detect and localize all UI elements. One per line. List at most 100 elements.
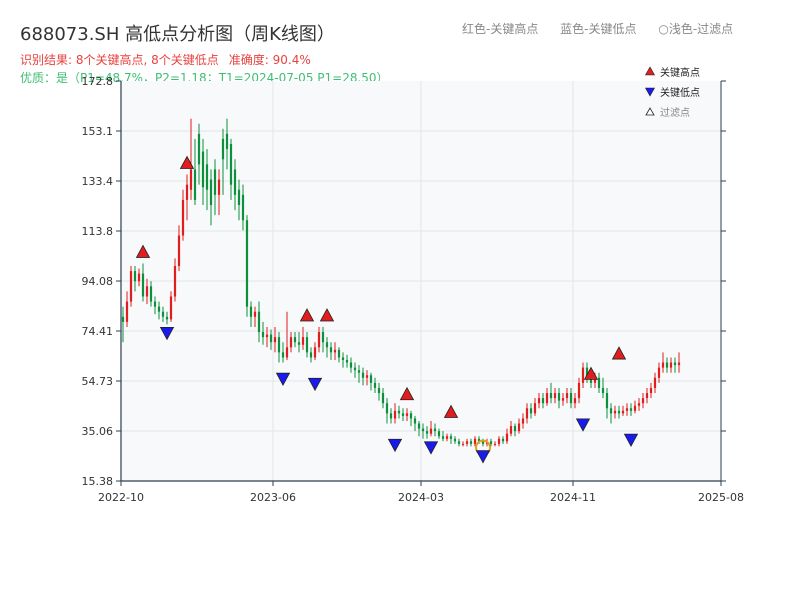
y-tick-label: 133.4 (82, 175, 114, 188)
candle-body (641, 398, 645, 404)
x-tick-label: 2024-03 (398, 491, 444, 504)
key-high-marker (179, 155, 195, 169)
candle-body (289, 337, 293, 348)
candle-body (185, 184, 189, 200)
key-low-marker (475, 450, 491, 464)
candle-body (581, 367, 585, 383)
summary-result-line: 识别结果: 8个关键高点, 8个关键低点 准确度: 90.4% (20, 51, 311, 68)
candle-body (121, 316, 125, 322)
candle-body (149, 286, 153, 302)
candle-body (293, 337, 297, 343)
candle-body (637, 403, 641, 406)
candle-body (329, 347, 333, 353)
candle-body (281, 352, 285, 358)
candle-body (529, 408, 533, 414)
candle-body (453, 438, 457, 442)
candle-body (449, 436, 453, 439)
key-low-marker (387, 438, 403, 453)
candle-body (665, 362, 669, 368)
legend-item-label: 过滤点 (660, 106, 690, 119)
candle-body (441, 436, 445, 439)
candle-body (137, 273, 141, 282)
x-tick-label: 2025-08 (698, 491, 744, 504)
candle-body (405, 413, 409, 416)
candle-body (413, 418, 417, 424)
candle-body (313, 347, 317, 358)
candle-body (229, 144, 233, 185)
candle-body (197, 133, 201, 165)
candle-body (345, 359, 349, 363)
candle-body (301, 337, 305, 345)
key-high-marker (319, 308, 335, 322)
legend-high-icon (644, 66, 656, 76)
candle-body (221, 138, 225, 160)
candle-body (521, 418, 525, 424)
candle-body (585, 367, 589, 378)
candle-body (237, 189, 241, 205)
legend-item-label: 关键低点 (660, 86, 700, 99)
candle-body (645, 393, 649, 399)
summary-accuracy: 准确度: 90.4% (228, 53, 311, 67)
candle-body (517, 423, 521, 432)
candle-body (357, 370, 361, 373)
candle-body (193, 169, 197, 200)
candle-body (257, 311, 261, 333)
candle-body (629, 408, 633, 411)
candle-body (305, 337, 309, 353)
candle-body (381, 393, 385, 404)
candle-body (545, 393, 549, 404)
legend-low-icon (644, 87, 656, 97)
y-tick-label: 54.73 (82, 375, 114, 388)
candle-body (161, 311, 165, 317)
candle-body (589, 377, 593, 383)
candle-body (445, 436, 449, 439)
x-tick-label: 2023-06 (250, 491, 296, 504)
x-tick-label: 2024-11 (550, 491, 596, 504)
candle-body (621, 410, 625, 414)
key-high-marker (299, 308, 315, 322)
candle-body (541, 398, 545, 404)
candle-body (385, 403, 389, 414)
candle-body (577, 382, 581, 399)
candle-body (549, 393, 553, 399)
legend-item-label: 关键高点 (660, 66, 700, 79)
candle-body (533, 403, 537, 414)
candle-body (433, 428, 437, 432)
key-low-marker (159, 327, 175, 341)
candle-body (177, 235, 181, 266)
key-low-marker (575, 418, 591, 432)
page-title: 688073.SH 高低点分析图（周K线图） (20, 24, 335, 45)
candle-body (573, 398, 577, 404)
candle-body (633, 405, 637, 411)
candle-body (269, 334, 273, 343)
candle-body (337, 349, 341, 358)
candle-body (561, 398, 565, 401)
candle-body (477, 438, 481, 442)
candle-body (249, 306, 253, 317)
candle-body (397, 410, 401, 414)
candle-body (669, 362, 673, 368)
candle-body (557, 393, 561, 401)
candle-body (501, 438, 505, 442)
candle-body (169, 296, 173, 320)
candle-body (617, 410, 621, 414)
candle-body (609, 408, 613, 414)
candle-body (373, 382, 377, 388)
candle-body (625, 408, 629, 411)
candle-body (321, 332, 325, 343)
candle-body (481, 441, 485, 444)
candle-body (277, 337, 281, 353)
candle-body (409, 413, 413, 419)
key-high-marker (443, 404, 459, 418)
candle-body (389, 413, 393, 419)
candle-body (465, 441, 469, 444)
candle-body (649, 387, 653, 394)
candle-body (565, 393, 569, 399)
key-high-marker (611, 346, 627, 360)
candle-body (597, 377, 601, 388)
candle-body (241, 194, 245, 221)
candle-body (265, 334, 269, 338)
candle-body (489, 441, 493, 444)
candle-body (505, 433, 509, 442)
candle-body (157, 306, 161, 312)
